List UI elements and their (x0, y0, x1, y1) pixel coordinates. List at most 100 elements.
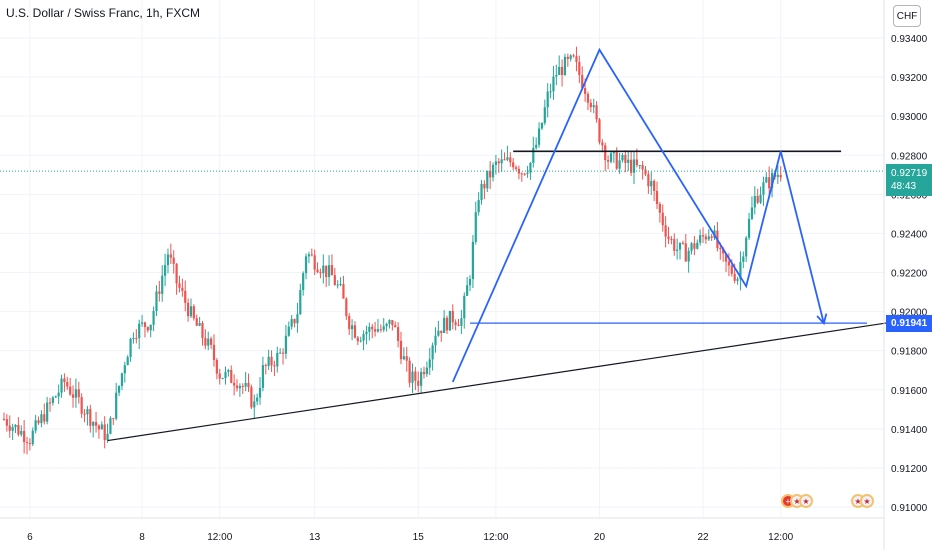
candle-body (92, 422, 95, 426)
candle-body (699, 235, 702, 243)
candle-body (100, 424, 103, 430)
y-tick-label: 0.92400 (891, 229, 928, 240)
candle-body (509, 157, 512, 163)
candle-body (756, 195, 759, 203)
candle-body (83, 413, 86, 415)
candle-body (247, 382, 250, 388)
candle-body (765, 177, 768, 183)
candle-body (210, 338, 213, 345)
candle-body (138, 323, 141, 339)
candle-body (126, 357, 129, 366)
candle-body (362, 333, 365, 341)
candle-body (537, 128, 541, 145)
candle-body (494, 161, 498, 166)
candle-body (115, 392, 118, 419)
candle-body (555, 74, 558, 77)
candle-body (218, 373, 221, 379)
candle-body (391, 320, 394, 326)
candle-body (169, 254, 172, 258)
candle-body (342, 284, 345, 299)
candle-body (77, 389, 80, 398)
candle-body (284, 335, 288, 354)
candle-body (376, 329, 380, 332)
candle-body (187, 302, 190, 317)
economic-events-group-1[interactable]: + ★ ★ (781, 494, 813, 508)
candle-body (627, 159, 630, 163)
candle-body (184, 290, 187, 303)
candle-body (558, 66, 561, 75)
chart-drawings (0, 47, 911, 442)
candle-body (2, 419, 6, 421)
candle-body (563, 56, 567, 76)
candle-body (161, 275, 164, 294)
candle-body (290, 319, 293, 327)
candle-body (250, 387, 253, 408)
candle-body (604, 145, 607, 161)
candle-body (431, 345, 434, 360)
candle-body (417, 380, 420, 386)
arrow-head (816, 313, 828, 326)
candle-body (497, 161, 500, 164)
candle-body (707, 236, 710, 240)
candle-body (457, 324, 460, 326)
candle-body (146, 327, 149, 331)
candle-body (405, 356, 408, 361)
candle-body (120, 373, 124, 386)
candle-body (543, 107, 546, 123)
candle-body (281, 352, 285, 354)
candle-body (474, 212, 477, 242)
candle-body (560, 66, 564, 76)
candle-body (684, 243, 687, 262)
us-flag-event-icon[interactable]: ★ (860, 494, 874, 508)
candle-body (701, 235, 705, 237)
candle-body (736, 279, 739, 281)
candle-body (330, 265, 334, 276)
candle-body (523, 173, 526, 175)
current-price-badge: 0.92719 48:43 (886, 164, 932, 196)
candle-body (486, 170, 489, 189)
candle-body (327, 265, 331, 278)
candle-body (235, 385, 239, 389)
candle-body (483, 183, 486, 189)
candle-body (54, 396, 57, 398)
candle-body (399, 340, 403, 360)
x-tick-label: 22 (697, 532, 709, 543)
candle-body (14, 424, 17, 428)
candle-body (368, 326, 371, 332)
y-tick-label: 0.91400 (891, 425, 928, 436)
candle-body (517, 168, 521, 174)
candle-body (526, 172, 529, 174)
candle-body (598, 119, 601, 143)
candle-body (552, 76, 555, 92)
candle-body (724, 253, 728, 262)
candle-body (434, 335, 437, 346)
candle-body (258, 387, 262, 398)
candle-body (109, 418, 112, 434)
currency-button[interactable]: CHF (893, 5, 921, 27)
us-flag-event-icon[interactable]: ★ (799, 494, 813, 508)
candle-body (745, 237, 748, 257)
economic-events-group-2[interactable]: ★ ★ (851, 494, 874, 508)
candle-body (630, 159, 633, 173)
candle-body (615, 152, 618, 169)
candle-body (408, 360, 411, 383)
candle-body (175, 263, 178, 284)
candle-body (273, 365, 276, 367)
candle-body (345, 298, 348, 317)
candle-body (681, 242, 684, 244)
y-tick-label: 0.93200 (891, 73, 928, 84)
candle-body (676, 249, 679, 251)
candle-body (661, 212, 664, 226)
candle-body (747, 218, 751, 238)
ascending-trendline (107, 318, 911, 442)
candle-body (750, 207, 754, 219)
candle-body (733, 273, 736, 281)
x-tick-label: 13 (309, 532, 321, 543)
candle-body (373, 329, 377, 332)
candle-body (296, 314, 299, 324)
chart-title: U.S. Dollar / Swiss Franc, 1h, FXCM (6, 6, 201, 20)
candle-body (310, 254, 313, 256)
candle-body (71, 394, 75, 398)
candle-body (612, 152, 615, 154)
